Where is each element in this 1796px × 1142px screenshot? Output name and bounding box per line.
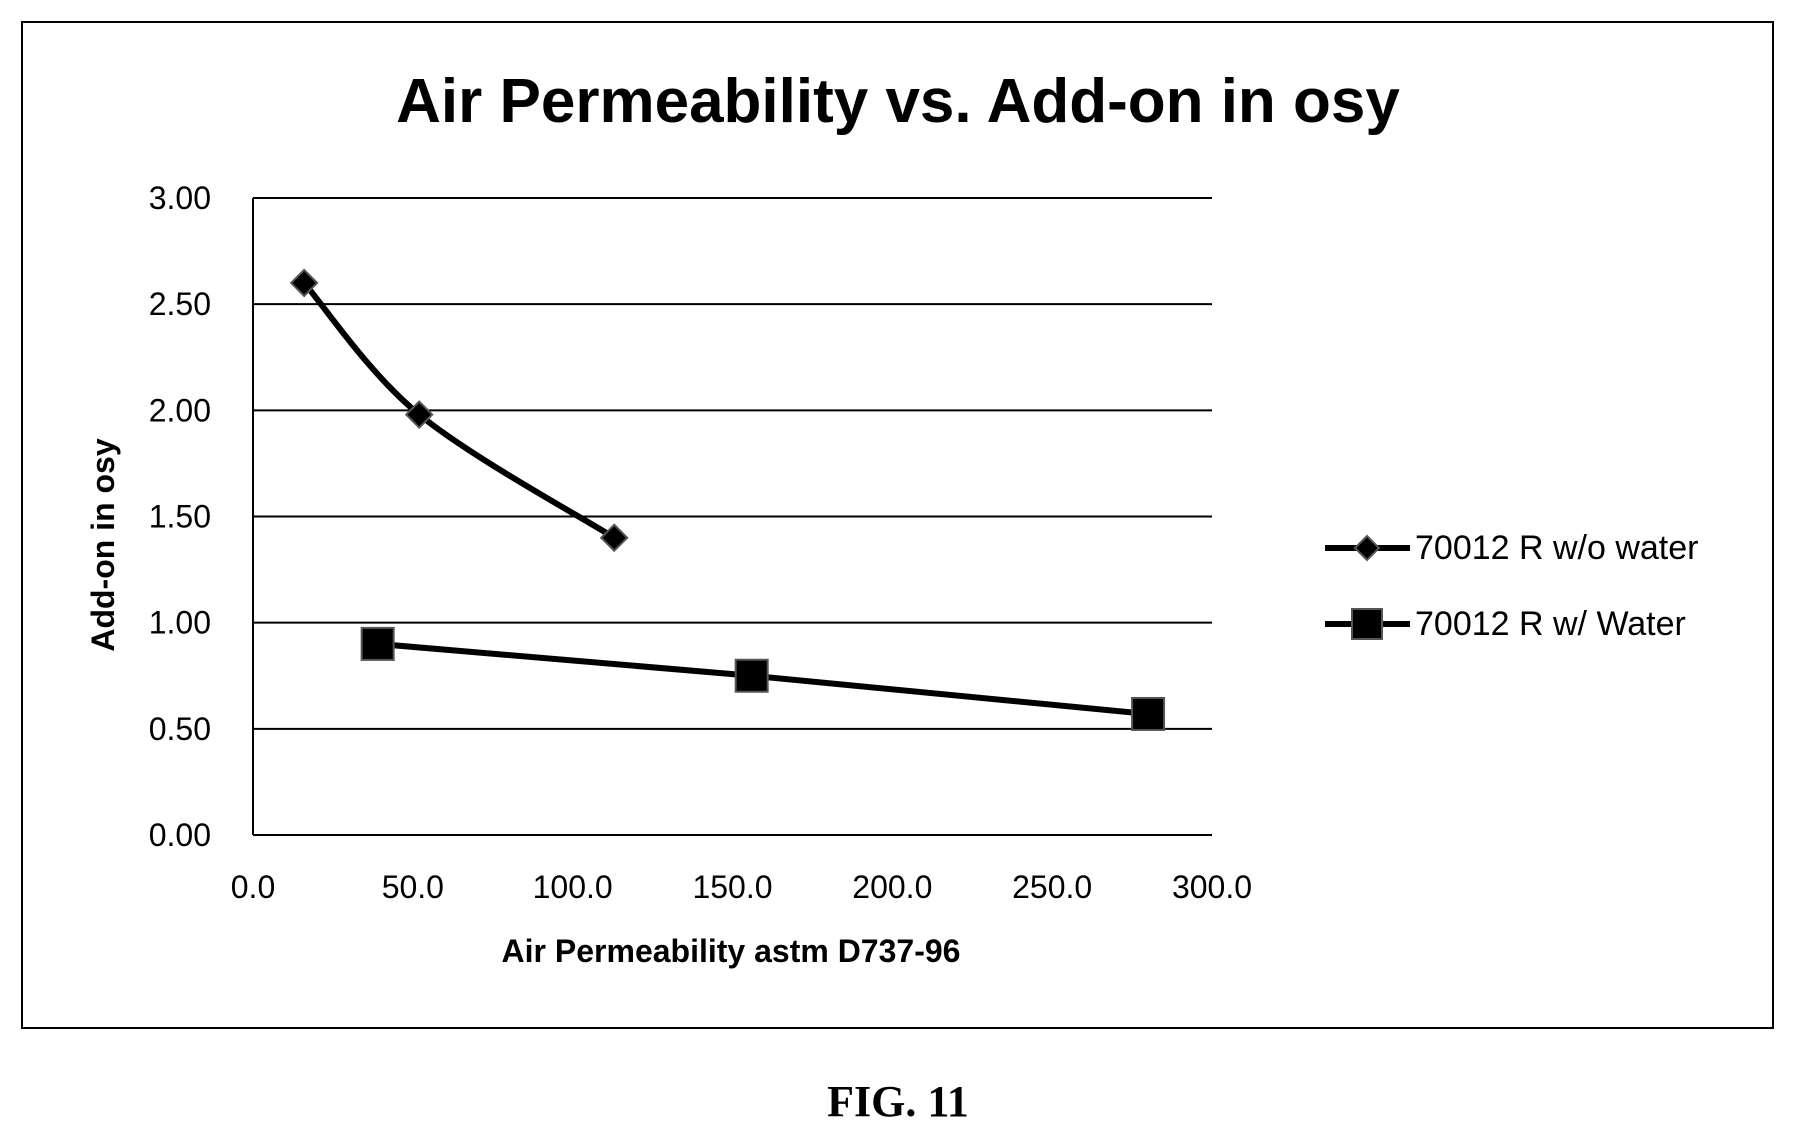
y-tick-label: 1.00: [149, 605, 211, 641]
data-point-square: [1131, 696, 1166, 731]
legend-marker-square: [1351, 608, 1383, 640]
x-tick-label: 0.0: [231, 869, 275, 905]
x-axis-label: Air Permeability astm D737-96: [502, 933, 961, 969]
y-tick-label: 2.00: [149, 392, 211, 428]
legend-label: 70012 R w/o water: [1415, 529, 1699, 567]
y-axis-label: Add-on in osy: [85, 438, 121, 652]
chart-title: Air Permeability vs. Add-on in osy: [396, 67, 1400, 136]
data-point-square: [734, 658, 769, 693]
y-tick-label: 0.50: [149, 711, 211, 747]
x-tick-label: 100.0: [533, 869, 613, 905]
x-tick-label: 50.0: [382, 869, 444, 905]
y-tick-label: 3.00: [149, 180, 211, 216]
data-point-diamond: [289, 268, 319, 298]
data-point-diamond: [404, 400, 434, 429]
y-tick-label: 0.00: [149, 817, 211, 853]
x-tick-label: 250.0: [1012, 869, 1092, 905]
data-point-diamond: [599, 523, 629, 553]
figure-caption: FIG. 11: [827, 1077, 969, 1126]
legend-label: 70012 R w/ Water: [1415, 605, 1686, 643]
y-tick-label: 1.50: [149, 499, 211, 535]
x-tick-label: 200.0: [852, 869, 932, 905]
legend-marker-diamond: [1353, 534, 1381, 562]
data-point-square: [360, 626, 395, 661]
chart-frame: [21, 21, 1774, 1029]
y-tick-label: 2.50: [149, 286, 211, 322]
x-tick-label: 150.0: [692, 869, 772, 905]
x-tick-label: 300.0: [1172, 869, 1252, 905]
